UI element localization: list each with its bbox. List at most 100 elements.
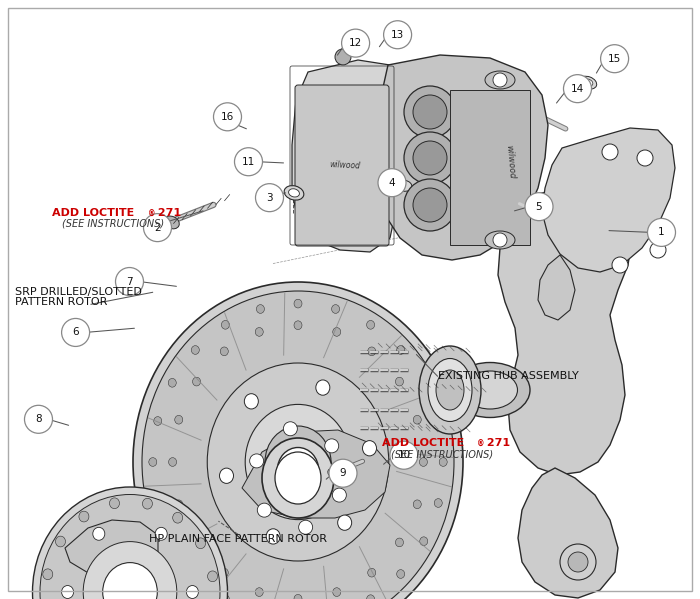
Ellipse shape (191, 570, 200, 579)
Text: ADD LOCTITE: ADD LOCTITE (382, 438, 463, 448)
Text: ®: ® (148, 210, 156, 219)
Circle shape (299, 521, 313, 534)
Ellipse shape (154, 417, 162, 425)
Ellipse shape (55, 536, 66, 547)
Circle shape (325, 439, 339, 453)
Circle shape (234, 148, 262, 176)
Text: ®: ® (477, 440, 485, 449)
Ellipse shape (419, 346, 481, 434)
Polygon shape (518, 468, 618, 598)
Circle shape (404, 86, 456, 138)
Circle shape (144, 214, 172, 241)
Ellipse shape (244, 394, 258, 409)
Ellipse shape (436, 370, 464, 410)
Ellipse shape (332, 305, 340, 313)
Text: (SEE INSTRUCTIONS): (SEE INSTRUCTIONS) (391, 449, 493, 459)
Ellipse shape (396, 180, 412, 191)
Ellipse shape (32, 487, 228, 599)
Text: 16: 16 (221, 112, 234, 122)
Ellipse shape (420, 379, 428, 387)
Ellipse shape (420, 537, 428, 546)
Circle shape (378, 169, 406, 196)
Ellipse shape (220, 468, 234, 483)
Ellipse shape (195, 538, 206, 549)
Polygon shape (242, 430, 390, 518)
Ellipse shape (367, 595, 374, 599)
Ellipse shape (413, 415, 421, 424)
Ellipse shape (395, 377, 403, 386)
Ellipse shape (393, 183, 402, 189)
Circle shape (214, 103, 242, 131)
Ellipse shape (221, 320, 230, 329)
Circle shape (525, 193, 553, 220)
Ellipse shape (265, 426, 331, 498)
Circle shape (390, 441, 418, 469)
Ellipse shape (384, 180, 400, 191)
Circle shape (413, 188, 447, 222)
Ellipse shape (169, 458, 176, 467)
Circle shape (256, 184, 284, 211)
Ellipse shape (583, 79, 593, 86)
Circle shape (612, 257, 628, 273)
Ellipse shape (43, 569, 52, 580)
Ellipse shape (168, 537, 176, 546)
Circle shape (601, 45, 629, 72)
Text: 1: 1 (658, 228, 665, 237)
Circle shape (404, 132, 456, 184)
Circle shape (413, 95, 447, 129)
Ellipse shape (463, 371, 517, 409)
Circle shape (62, 319, 90, 346)
Ellipse shape (397, 570, 405, 579)
Circle shape (568, 552, 588, 572)
Ellipse shape (450, 362, 530, 418)
Ellipse shape (288, 189, 300, 197)
Ellipse shape (155, 527, 167, 540)
Ellipse shape (133, 282, 463, 599)
Ellipse shape (175, 500, 183, 509)
Ellipse shape (154, 498, 162, 507)
Polygon shape (65, 520, 158, 576)
Ellipse shape (294, 321, 302, 329)
Ellipse shape (83, 541, 177, 599)
Ellipse shape (277, 447, 318, 492)
Ellipse shape (316, 380, 330, 395)
Ellipse shape (191, 346, 200, 355)
Ellipse shape (363, 441, 377, 456)
Text: 5: 5 (536, 202, 542, 211)
Ellipse shape (294, 300, 302, 308)
Ellipse shape (434, 498, 442, 507)
Text: wilwood: wilwood (504, 144, 516, 179)
Ellipse shape (168, 379, 176, 387)
Text: SRP DRILLED/SLOTTED: SRP DRILLED/SLOTTED (15, 288, 142, 297)
Circle shape (332, 488, 346, 502)
Ellipse shape (262, 438, 334, 518)
Polygon shape (542, 128, 675, 272)
FancyBboxPatch shape (295, 85, 389, 246)
Ellipse shape (428, 358, 472, 422)
Ellipse shape (142, 291, 454, 599)
Circle shape (342, 29, 370, 57)
Circle shape (564, 75, 592, 102)
Ellipse shape (332, 328, 341, 336)
Ellipse shape (284, 186, 304, 200)
Polygon shape (375, 55, 548, 260)
Circle shape (404, 179, 456, 231)
Circle shape (560, 544, 596, 580)
Ellipse shape (193, 377, 200, 386)
Ellipse shape (79, 511, 89, 522)
Ellipse shape (256, 588, 263, 597)
Text: 7: 7 (126, 277, 133, 286)
Ellipse shape (220, 568, 228, 577)
Ellipse shape (207, 363, 388, 561)
Ellipse shape (332, 588, 341, 597)
Text: 2: 2 (154, 223, 161, 232)
Ellipse shape (175, 415, 183, 424)
Ellipse shape (328, 468, 342, 479)
Text: 11: 11 (242, 157, 255, 167)
Circle shape (258, 503, 272, 517)
Polygon shape (538, 255, 575, 320)
Ellipse shape (208, 571, 218, 582)
Ellipse shape (439, 458, 447, 467)
Ellipse shape (186, 586, 198, 598)
Ellipse shape (245, 404, 351, 519)
